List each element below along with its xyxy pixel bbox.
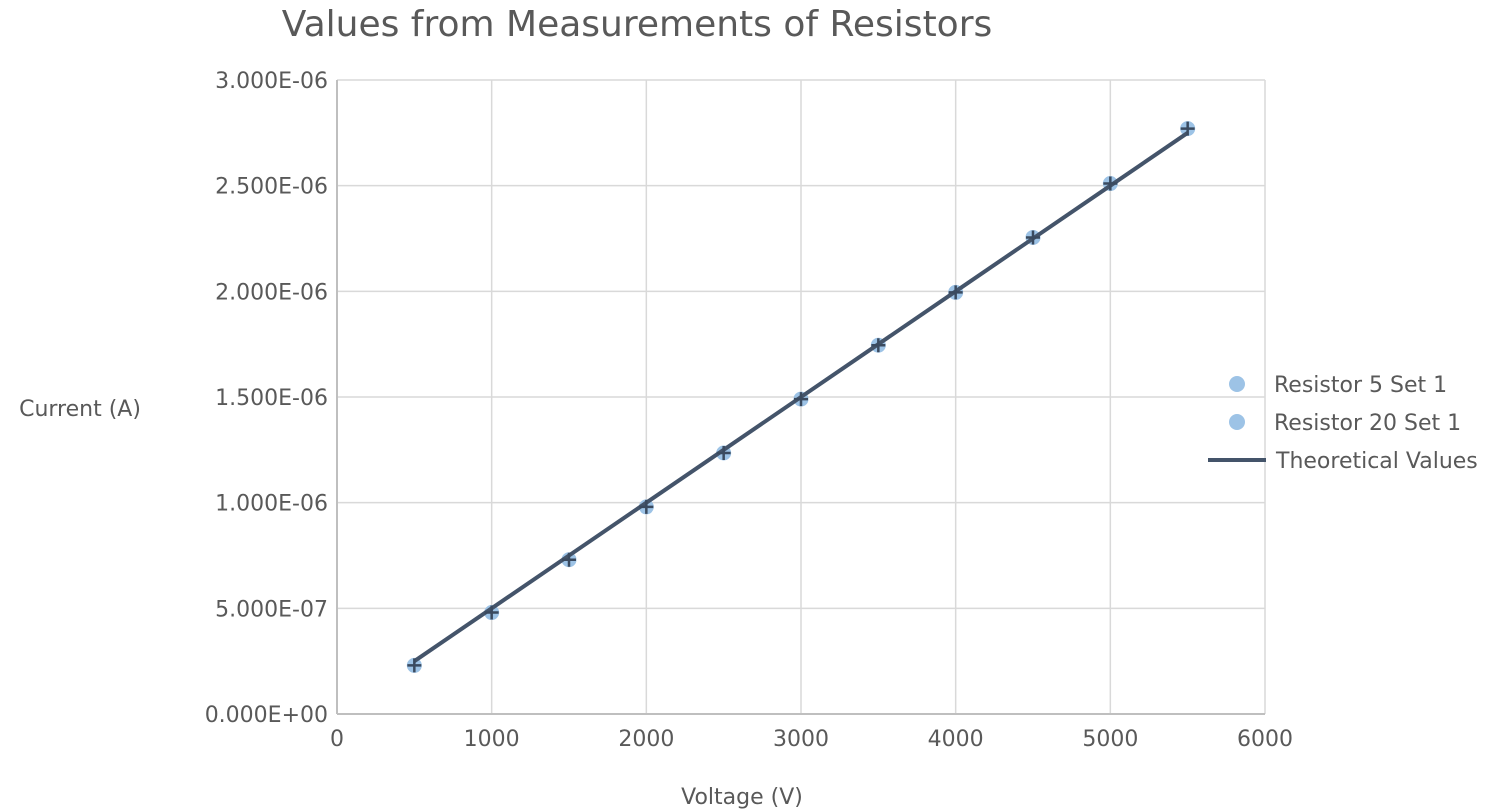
data-point-cross	[716, 446, 731, 461]
y-tick-label: 5.000E-07	[215, 597, 328, 622]
chart-title: Values from Measurements of Resistors	[282, 4, 993, 45]
x-tick-label: 4000	[928, 727, 984, 752]
data-point-cross	[407, 658, 422, 673]
x-axis-title: Voltage (V)	[681, 785, 803, 810]
data-point-cross	[639, 499, 654, 514]
x-tick-label: 6000	[1237, 727, 1293, 752]
data-point-cross	[871, 338, 886, 353]
data-point-cross	[794, 392, 808, 407]
y-tick-label: 2.500E-06	[215, 175, 328, 200]
y-tick-label: 0.000E+00	[205, 703, 328, 728]
x-tick-label: 1000	[464, 727, 520, 752]
y-tick-label: 1.500E-06	[215, 386, 328, 411]
series-resistor-20-set-1	[407, 121, 1195, 673]
data-point-cross	[1180, 121, 1195, 136]
data-point-cross	[948, 285, 963, 300]
legend-marker-circle	[1229, 414, 1245, 430]
data-point-cross	[562, 552, 576, 567]
x-tick-label: 2000	[618, 727, 674, 752]
y-tick-label: 2.000E-06	[215, 280, 328, 305]
x-tick-label: 0	[330, 727, 344, 752]
x-tick-label: 3000	[773, 727, 829, 752]
data-point-cross	[1103, 176, 1118, 191]
y-axis-title: Current (A)	[19, 397, 141, 422]
x-tick-label: 5000	[1082, 727, 1138, 752]
data-point-cross	[484, 605, 499, 620]
legend: Resistor 5 Set 1 Resistor 20 Set 1 Theoret…	[1208, 373, 1478, 474]
legend-label: Theoretical Values	[1275, 449, 1478, 474]
grid-lines	[336, 79, 1266, 715]
legend-marker-circle	[1229, 376, 1245, 392]
tick-labels: 0 1000 2000 3000 4000 5000 6000 0.000E+00 5.000E…	[205, 69, 1293, 752]
y-tick-label: 1.000E-06	[215, 492, 328, 517]
data-point-cross	[1026, 230, 1040, 245]
y-tick-label: 3.000E-06	[215, 69, 328, 94]
legend-label: Resistor 20 Set 1	[1274, 411, 1461, 436]
data-series	[406, 121, 1196, 673]
legend-label: Resistor 5 Set 1	[1274, 373, 1447, 398]
